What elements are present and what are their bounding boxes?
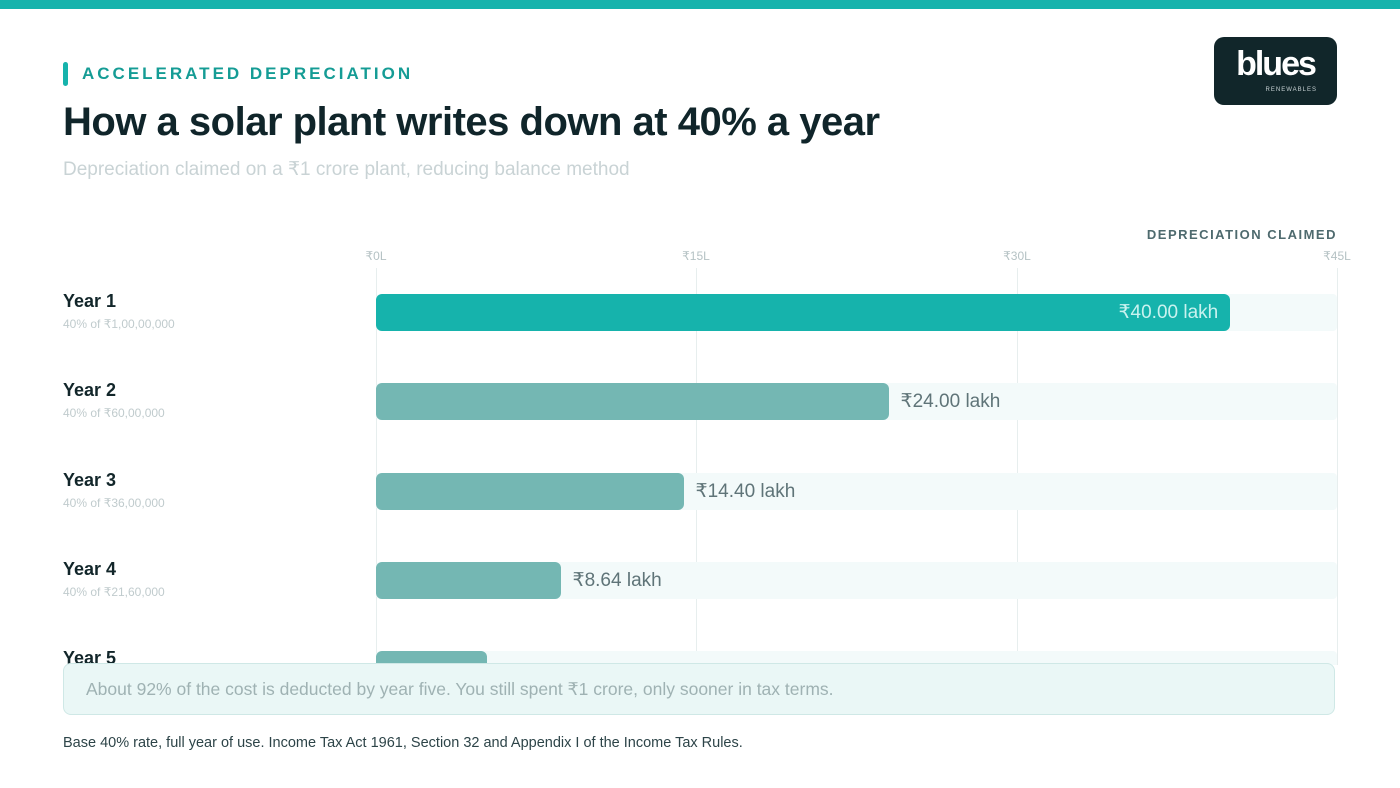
- category-label: Year 4: [63, 558, 117, 579]
- axis-title: DEPRECIATION CLAIMED: [1146, 227, 1337, 242]
- plot-area: ₹40.00 lakh ₹24.00 lakh ₹14.40 lakh ₹8.64 l…: [0, 268, 1400, 665]
- category-sublabel: 40% of ₹60,00,000: [63, 406, 165, 421]
- bar: [376, 472, 684, 510]
- logo-subtext: RENEWABLES: [1265, 87, 1317, 93]
- row-label: Year 1 40% of ₹1,00,00,000: [63, 291, 175, 331]
- chart-subtitle: Depreciation claimed on a ₹1 crore plant…: [63, 159, 630, 180]
- logo-wordmark: blues: [1236, 45, 1317, 83]
- eyebrow-marker: [63, 62, 68, 86]
- gridline: [376, 268, 377, 665]
- brand-logo: blues RENEWABLES: [1214, 37, 1337, 105]
- bar: [376, 651, 487, 665]
- x-tick-label: ₹0L: [365, 249, 387, 263]
- eyebrow: ACCELERATED DEPRECIATION: [63, 62, 413, 86]
- bar-value-label: ₹14.40 lakh: [695, 480, 796, 502]
- x-tick-label: ₹30L: [1003, 249, 1031, 263]
- eyebrow-text: ACCELERATED DEPRECIATION: [82, 64, 414, 83]
- category-sublabel: 40% of ₹1,00,00,000: [63, 317, 175, 331]
- gridline: [1017, 268, 1018, 665]
- category-sublabel: 40% of ₹36,00,000: [63, 495, 165, 510]
- gridline: [1337, 268, 1338, 665]
- chart-title: How a solar plant writes down at 40% a y…: [63, 100, 880, 144]
- x-tick-label: ₹15L: [682, 249, 710, 263]
- x-tick-label: ₹45L: [1323, 249, 1351, 263]
- row-label: Year 2 40% of ₹60,00,000: [63, 380, 165, 420]
- category-sublabel: 40% of ₹21,60,000: [63, 584, 165, 599]
- row-label: Year 3 40% of ₹36,00,000: [63, 470, 165, 510]
- bar-value-label: ₹8.64 lakh: [572, 569, 662, 591]
- top-accent-bar: [0, 0, 1400, 9]
- footnote: Base 40% rate, full year of use. Income …: [63, 735, 743, 751]
- bar: [376, 383, 889, 421]
- category-label: Year 3: [63, 469, 117, 490]
- category-label: Year 2: [63, 380, 117, 401]
- bar-track: [376, 651, 1337, 665]
- gridline: [696, 268, 697, 665]
- bar: [376, 294, 1231, 331]
- row-label: Year 4 40% of ₹21,60,000: [63, 559, 165, 599]
- category-label: Year 1: [63, 291, 117, 311]
- bar-value-label: ₹24.00 lakh: [900, 391, 1001, 413]
- bar: [376, 561, 561, 599]
- bar-value-label: ₹40.00 lakh: [1118, 302, 1219, 323]
- callout-note: About 92% of the cost is deducted by yea…: [63, 663, 1335, 715]
